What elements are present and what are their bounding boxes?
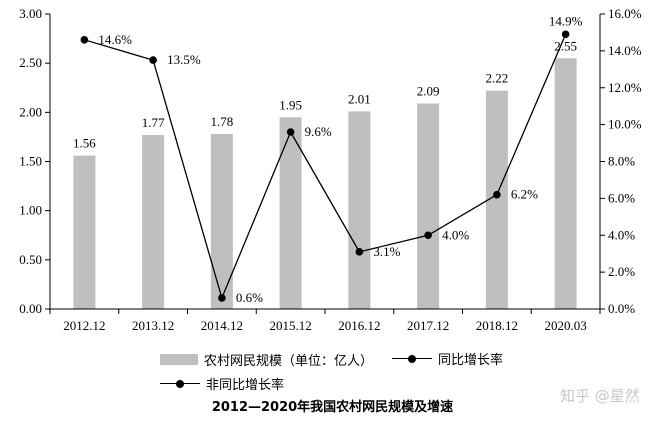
legend-swatch-bar <box>160 354 198 365</box>
x-tick-label: 2020.03 <box>545 318 587 330</box>
bar-data-label: 2.09 <box>417 83 440 98</box>
x-tick-label: 2015.12 <box>270 318 312 330</box>
left-tick-label: 2.50 <box>19 55 42 70</box>
right-tick-label: 2.0% <box>608 264 635 279</box>
legend-item-bar: 农村网民规模（单位：亿人） <box>160 350 373 369</box>
bar <box>554 58 577 309</box>
chart: 0.00 0.50 1.00 1.50 2.00 2.50 3.00 0.0% 2.0% 4.0… <box>19 6 642 330</box>
x-tick-label: 2016.12 <box>338 318 380 330</box>
chart-title: 2012—2020年我国农村网民规模及增速 <box>211 400 454 415</box>
line-series: 14.6% 13.5% 0.6% 9.6% 3.1% 4.0% 6.2% 14.9% <box>80 13 583 305</box>
legend-label-bar: 农村网民规模（单位：亿人） <box>204 354 374 369</box>
line-point <box>218 294 226 302</box>
growth-line <box>84 34 567 300</box>
right-tick-label: 8.0% <box>608 154 635 169</box>
bar <box>417 103 440 309</box>
line-data-label: 9.6% <box>305 124 332 139</box>
left-tick-label: 2.00 <box>19 104 42 119</box>
line-data-label: 13.5% <box>167 52 201 67</box>
bar <box>210 133 233 309</box>
left-tick-label: 3.00 <box>19 6 42 21</box>
line-point <box>80 36 89 44</box>
bar-data-label: 1.56 <box>73 136 96 151</box>
x-tick-label: 2017.12 <box>407 318 449 330</box>
bar-data-label: 1.95 <box>279 97 302 112</box>
right-tick-label: 0.0% <box>608 301 635 316</box>
line-point <box>355 248 364 256</box>
right-tick-label: 10.0% <box>608 117 642 132</box>
line-point <box>493 190 501 199</box>
line-data-label: 4.0% <box>442 227 469 242</box>
x-axis-ticks: 2012.12 2013.12 2014.12 2015.12 2016.12 2017.… <box>49 309 601 330</box>
bar-data-label: 1.77 <box>142 115 165 130</box>
line-data-label: 14.6% <box>98 32 132 47</box>
bar <box>73 155 96 309</box>
legend-label-extra: 非同比增长率 <box>206 378 285 393</box>
line-point <box>424 231 432 240</box>
line-point <box>286 128 295 136</box>
legend-item-line: 同比增长率 <box>392 349 503 368</box>
bar <box>485 90 508 309</box>
bar-data-label: 2.01 <box>348 91 371 106</box>
bar-data-label: 1.78 <box>211 114 234 129</box>
left-tick-label: 1.00 <box>19 203 42 218</box>
right-tick-label: 6.0% <box>608 190 635 205</box>
x-tick-label: 2013.12 <box>132 318 174 330</box>
watermark: 知乎 @星然 <box>560 387 640 405</box>
right-axis-ticks: 0.0% 2.0% 4.0% 6.0% 8.0% 10.0% 12.0% 14.0% 16.0% <box>600 6 642 316</box>
right-tick-label: 16.0% <box>608 6 642 21</box>
x-tick-label: 2012.12 <box>63 318 105 330</box>
bar <box>348 111 371 309</box>
bar <box>142 134 165 309</box>
bar-series: 1.56 1.77 1.78 1.95 2.01 2.09 2.22 2.55 <box>73 38 577 309</box>
x-tick-label: 2014.12 <box>201 318 243 330</box>
right-tick-label: 4.0% <box>608 227 635 242</box>
legend-label-line: 同比增长率 <box>438 353 504 368</box>
left-axis-ticks: 0.00 0.50 1.00 1.50 2.00 2.50 3.00 <box>19 6 50 316</box>
left-tick-label: 0.00 <box>19 301 42 316</box>
line-data-label: 3.1% <box>373 244 400 259</box>
bar <box>279 117 302 309</box>
right-tick-label: 14.0% <box>608 43 642 58</box>
legend-swatch-line <box>392 353 432 365</box>
bar-data-label: 2.55 <box>554 38 577 53</box>
left-tick-label: 1.50 <box>19 154 42 169</box>
line-data-label: 6.2% <box>511 187 538 202</box>
line-point <box>561 30 570 39</box>
line-data-label: 0.6% <box>236 290 263 305</box>
left-tick-label: 0.50 <box>19 252 42 267</box>
x-tick-label: 2018.12 <box>476 318 518 330</box>
line-point <box>149 56 157 64</box>
legend-swatch-extra <box>160 378 200 390</box>
legend-item-extra: 非同比增长率 <box>160 374 284 393</box>
bar-data-label: 2.22 <box>486 71 509 86</box>
line-data-label: 14.9% <box>549 13 583 28</box>
right-tick-label: 12.0% <box>608 80 642 95</box>
